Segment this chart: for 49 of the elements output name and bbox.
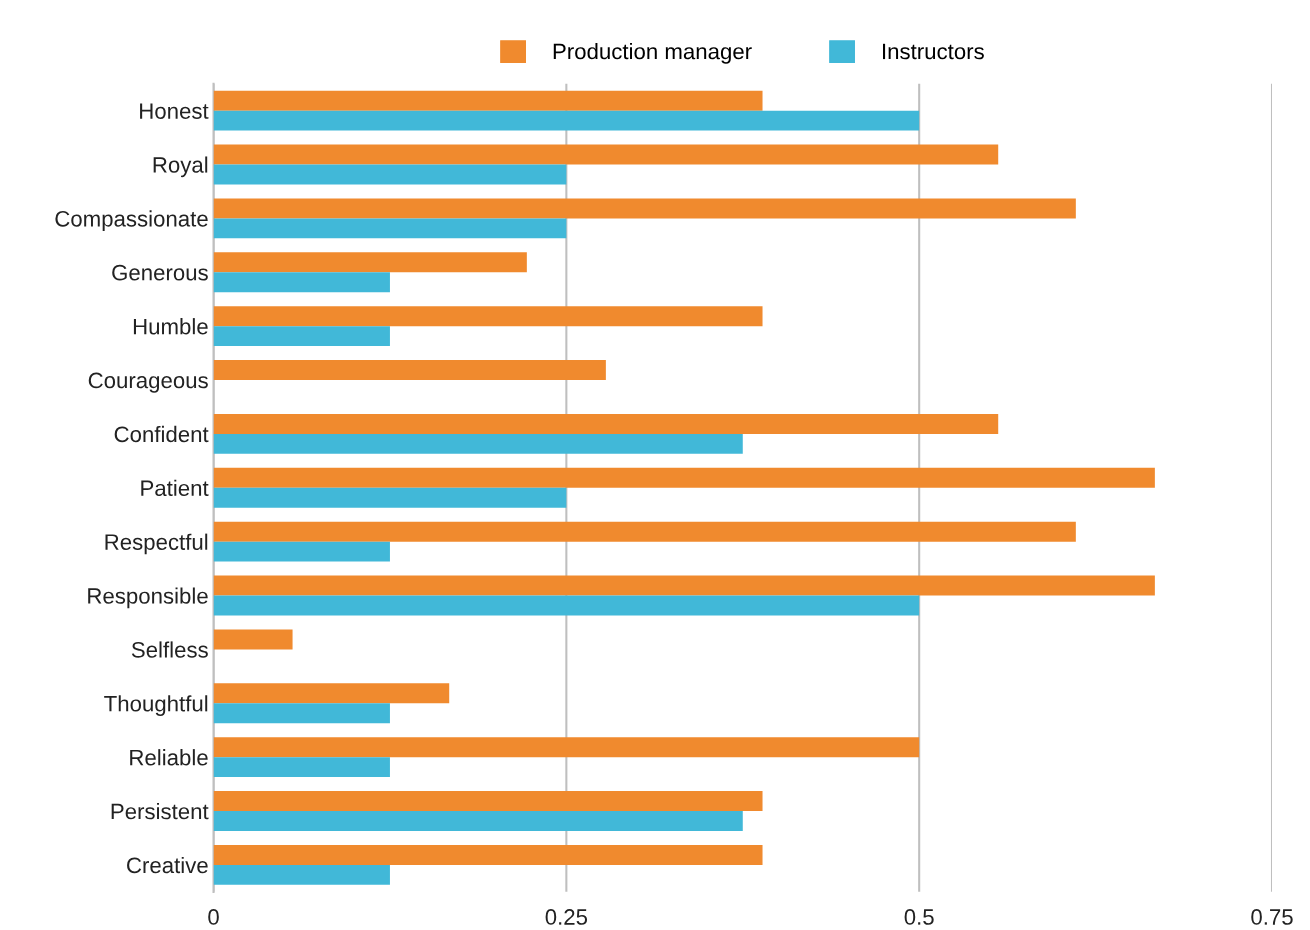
y-tick-label: Honest: [140, 103, 209, 119]
y-tick-label: Selfless: [131, 641, 208, 658]
bar: [213, 703, 390, 724]
x-tick-label: 0: [208, 909, 219, 925]
bar: [213, 110, 920, 131]
bar: [213, 272, 390, 293]
bar: [213, 541, 390, 562]
bar: [213, 360, 606, 381]
y-tick-label: Courageous: [88, 372, 208, 393]
y-tick-label: Patient: [141, 479, 209, 497]
bar: [213, 326, 390, 347]
y-tick-label: Humble: [133, 318, 208, 335]
bar: [213, 791, 763, 812]
y-tick-label: Thoughtful: [104, 695, 208, 716]
y-tick-label: Confident: [114, 425, 209, 443]
bar: [213, 864, 390, 885]
bar: [213, 811, 743, 831]
y-tick-label: Persistent: [111, 803, 209, 820]
bar: [213, 629, 293, 650]
bar: [213, 198, 1076, 219]
bar: [213, 218, 567, 239]
x-tick-label: 0.25: [545, 909, 588, 925]
bar: [213, 737, 920, 758]
x-tick-label: 0.5: [904, 909, 934, 925]
bar: [213, 521, 1076, 542]
bar: [213, 144, 999, 165]
y-tick-label: Royal: [153, 156, 208, 178]
bar: [213, 433, 743, 454]
bar: [213, 252, 527, 273]
y-tick-label: Reliable: [130, 749, 208, 766]
bar: [213, 413, 999, 434]
legend-label: Production manager: [553, 42, 752, 64]
bar: [213, 845, 763, 865]
legend-label: Instructors: [883, 43, 984, 60]
y-tick-label: Creative: [127, 856, 208, 874]
y-tick-label: Responsible: [88, 587, 208, 609]
bar: [213, 467, 1155, 488]
bar: [213, 90, 763, 111]
bar: [213, 683, 450, 704]
y-tick-label: Compassionate: [55, 210, 208, 232]
bar: [213, 164, 567, 185]
bar: [213, 306, 763, 327]
bar: [213, 595, 920, 616]
y-tick-label: Respectful: [105, 533, 208, 555]
bar: [213, 487, 567, 508]
bar: [213, 757, 390, 778]
y-tick-label: Generous: [112, 264, 208, 281]
bar: [213, 575, 1155, 596]
x-tick-label: 0.75: [1251, 909, 1293, 925]
